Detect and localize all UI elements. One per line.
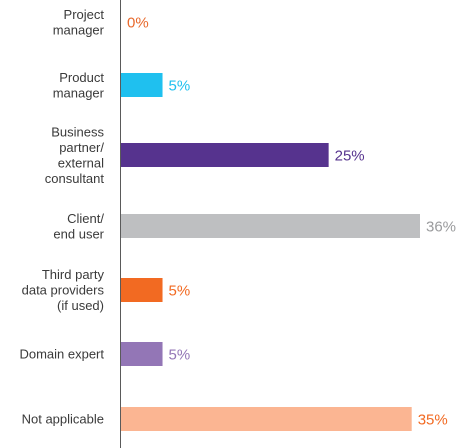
- category-label: Client/end user: [53, 211, 104, 242]
- category-label: Project manager: [53, 7, 105, 38]
- value-label: 36%: [426, 219, 456, 236]
- category-label: Domain expert: [19, 347, 104, 362]
- value-label: 25%: [335, 148, 365, 165]
- bar: [121, 278, 163, 302]
- value-label: 5%: [169, 347, 191, 364]
- bar: [121, 342, 163, 366]
- value-label: 5%: [169, 283, 191, 300]
- category-label: Business partner/external consultant: [45, 124, 105, 186]
- value-label: 0%: [127, 15, 149, 32]
- bar: [121, 214, 420, 238]
- value-label: 35%: [418, 412, 448, 429]
- bar: [121, 407, 412, 431]
- value-label: 5%: [169, 78, 191, 95]
- category-label: Third party data providers (if used): [22, 267, 105, 313]
- category-label: Not applicable: [22, 412, 104, 427]
- bar: [121, 73, 163, 97]
- category-label: Product manager: [53, 70, 105, 101]
- bar: [121, 143, 329, 167]
